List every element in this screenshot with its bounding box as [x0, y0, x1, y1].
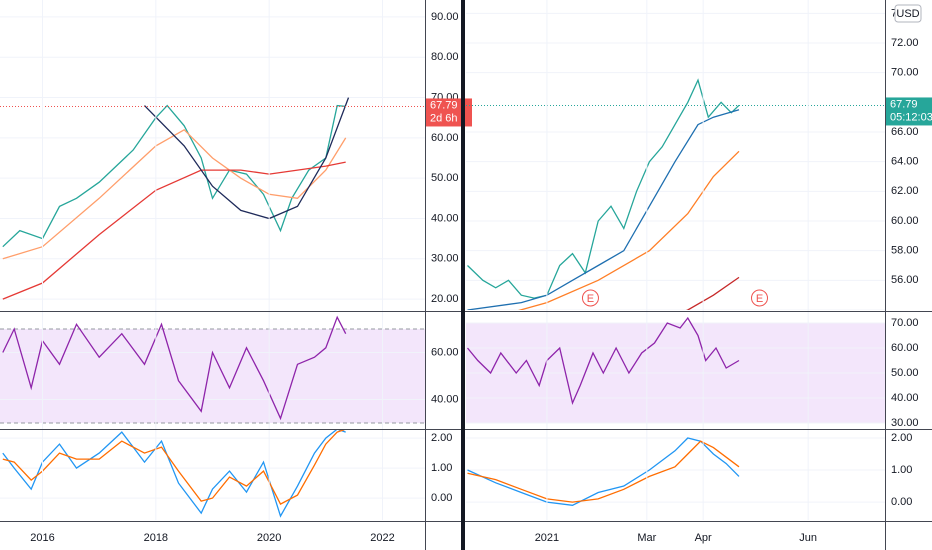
y-tick-label: 72.00: [891, 37, 919, 49]
y-tick-label: 58.00: [891, 245, 919, 257]
x-tick-label: Mar: [637, 532, 656, 544]
y-tick-label: 40.00: [431, 393, 459, 405]
x-tick-label: Apr: [695, 532, 712, 544]
series-line: [2, 128, 347, 260]
earnings-marker: [751, 289, 769, 307]
pane: [466, 437, 885, 506]
y-tick-label: 50.00: [431, 172, 459, 184]
x-tick-label: 2022: [370, 532, 394, 544]
y-tick-label: 66.00: [891, 126, 919, 138]
y-tick-label: 60.00: [891, 342, 919, 354]
y-tick-label: 90.00: [431, 11, 459, 23]
pane: [466, 316, 885, 424]
series-line: [467, 437, 740, 506]
y-tick-label: 2.00: [891, 432, 912, 444]
x-tick-label: 2016: [30, 532, 54, 544]
pane: [0, 430, 425, 518]
series-line: [685, 276, 740, 310]
earnings-label: E: [587, 293, 594, 305]
x-tick-label: 2018: [144, 532, 168, 544]
series-line: [467, 78, 740, 299]
y-tick-label: 2.00: [431, 432, 452, 444]
series-line: [2, 161, 346, 300]
y-tick-label: 1.00: [891, 464, 912, 476]
series-line: [2, 104, 346, 248]
y-tick-label: 40.00: [891, 392, 919, 404]
y-tick-label: 60.00: [891, 215, 919, 227]
y-tick-label: 20.00: [431, 293, 459, 305]
y-tick-label: 56.00: [891, 274, 919, 286]
countdown-label: 2d 6h: [430, 112, 458, 124]
y-tick-label: 60.00: [431, 132, 459, 144]
series-line: [144, 97, 350, 220]
y-tick-label: 70.00: [891, 67, 919, 79]
series-line: [466, 316, 740, 406]
pane: [0, 315, 425, 424]
pane-divider: [461, 0, 465, 550]
currency-badge[interactable]: [894, 4, 922, 23]
series-line: [467, 440, 740, 503]
x-tick-label: 2020: [257, 532, 281, 544]
last-price-label: 67.79: [890, 98, 918, 110]
y-tick-label: 50.00: [891, 367, 919, 379]
x-tick-label: Jun: [799, 532, 817, 544]
y-tick-label: 60.00: [431, 346, 459, 358]
countdown-label: 05:12:03: [890, 111, 932, 123]
last-price-label: 67.79: [430, 99, 458, 111]
y-tick-label: 80.00: [431, 51, 459, 63]
y-tick-label: 62.00: [891, 185, 919, 197]
pane: [0, 16, 425, 300]
y-tick-label: 0.00: [891, 496, 912, 508]
rsi-band: [0, 328, 425, 424]
currency-label[interactable]: USD: [896, 8, 919, 20]
series-line: [2, 430, 346, 518]
y-tick-label: 1.00: [431, 462, 452, 474]
y-tick-label: 30.00: [891, 417, 919, 429]
series-line: [2, 430, 346, 505]
y-tick-label: 0.00: [431, 492, 452, 504]
series-line: [2, 315, 347, 421]
y-tick-label: 30.00: [431, 253, 459, 265]
y-tick-label: 40.00: [431, 212, 459, 224]
y-tick-label: 70.00: [891, 317, 919, 329]
earnings-marker: [581, 289, 599, 307]
last-price-box: [886, 97, 932, 126]
x-tick-label: 2021: [535, 532, 559, 544]
earnings-label: E: [756, 293, 763, 305]
y-tick-label: 64.00: [891, 156, 919, 168]
